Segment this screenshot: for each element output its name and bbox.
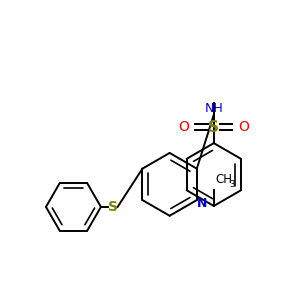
Text: CH: CH [216, 173, 233, 186]
Text: N: N [196, 196, 207, 209]
Text: O: O [178, 120, 189, 134]
Text: NH: NH [204, 102, 223, 115]
Text: 3: 3 [230, 180, 235, 189]
Text: O: O [238, 120, 249, 134]
Text: S: S [208, 120, 219, 135]
Text: S: S [108, 200, 118, 214]
